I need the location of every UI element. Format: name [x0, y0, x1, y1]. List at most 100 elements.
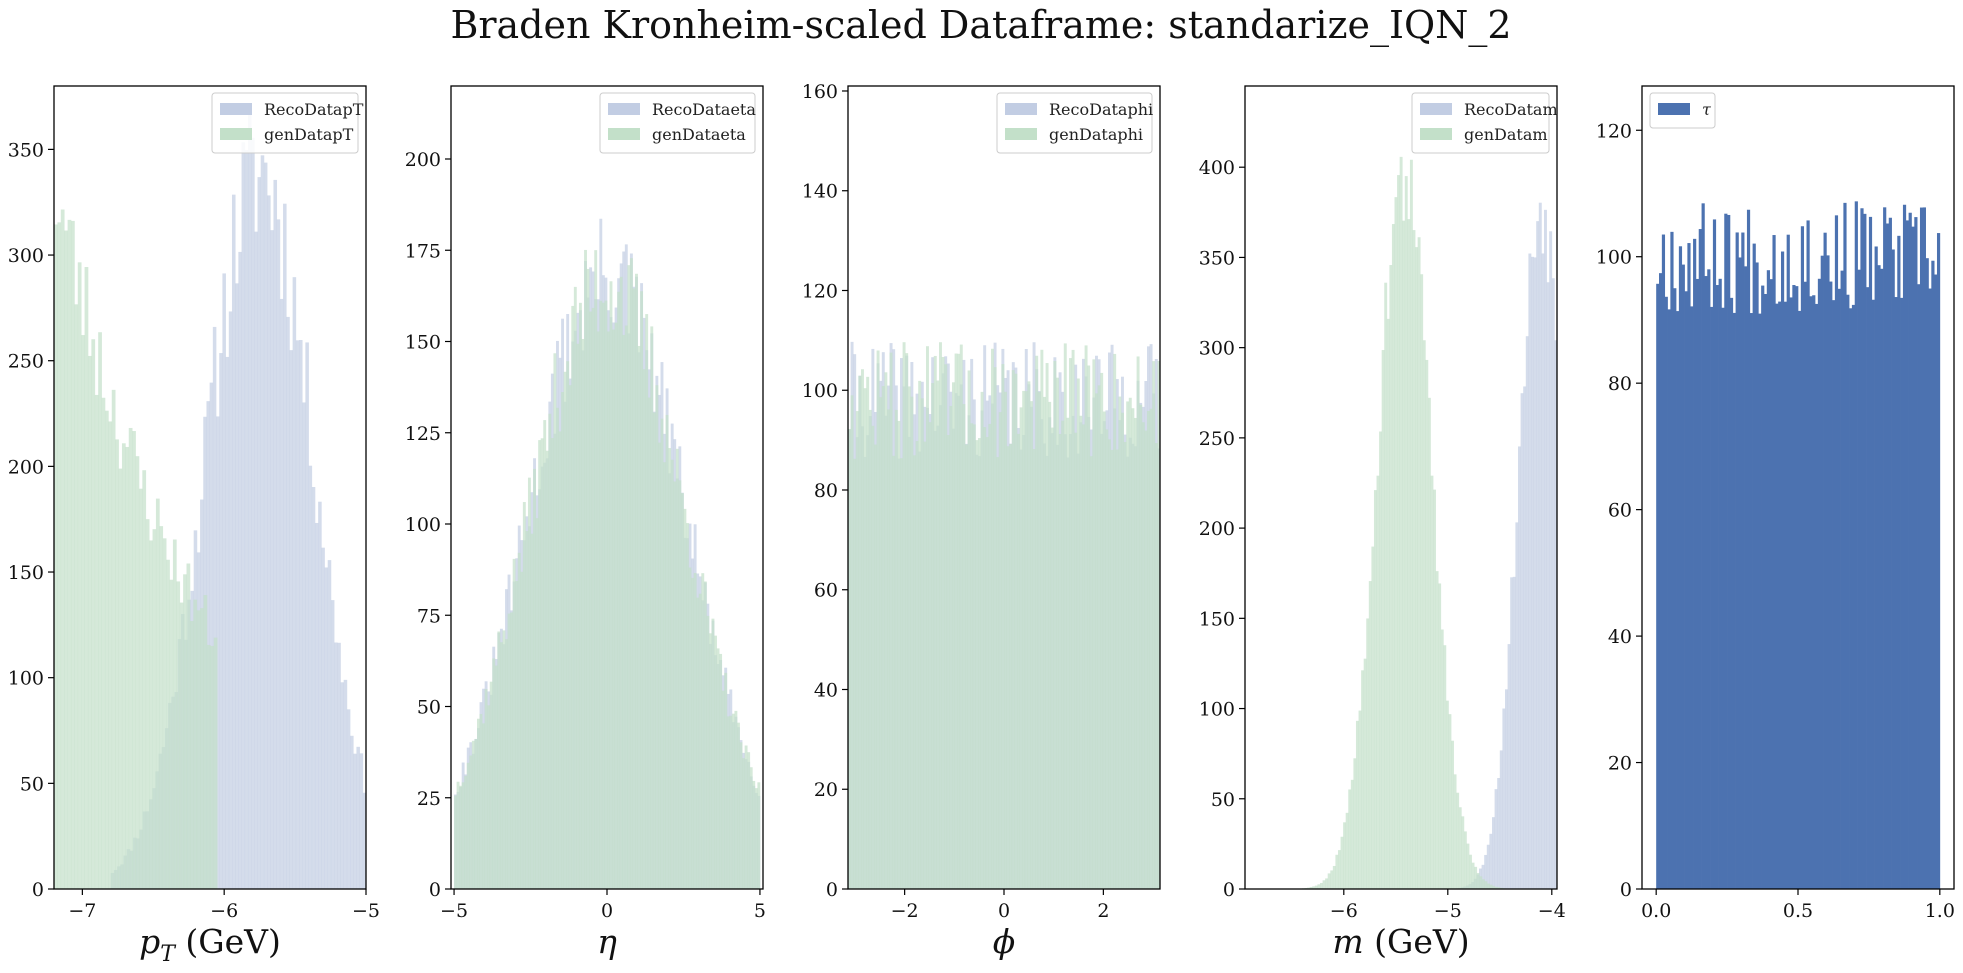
bar: [1544, 209, 1547, 889]
bar: [474, 739, 478, 889]
bar: [726, 716, 730, 889]
bar: [589, 311, 593, 889]
bar: [64, 230, 68, 889]
bar: [1911, 226, 1915, 889]
bar: [1758, 313, 1762, 889]
bar: [538, 440, 542, 889]
bar: [894, 409, 898, 889]
bar: [591, 307, 595, 889]
bar: [1379, 431, 1383, 889]
legend-swatch: [1658, 103, 1690, 115]
bar: [965, 444, 968, 889]
bar: [1074, 432, 1078, 889]
bar: [1389, 265, 1393, 889]
bar: [1409, 159, 1413, 889]
bar: [706, 615, 710, 889]
bar: [471, 740, 475, 889]
bar: [210, 645, 215, 889]
bar: [499, 642, 503, 889]
legend-swatch: [608, 103, 640, 115]
y-tick-label: 150: [1199, 608, 1235, 630]
bar: [1448, 714, 1452, 889]
bar: [1866, 287, 1870, 889]
x-tick-label: −4: [1538, 900, 1566, 922]
bar: [254, 231, 258, 889]
bar: [949, 405, 953, 889]
bar: [614, 322, 618, 889]
y-tick-label: 60: [814, 580, 838, 602]
bar: [77, 262, 82, 889]
bar: [1017, 433, 1020, 889]
bar: [1746, 209, 1751, 889]
legend-label: genDataeta: [652, 125, 746, 144]
bar: [629, 258, 633, 889]
bar: [933, 355, 937, 889]
bar: [57, 222, 62, 889]
bar: [1536, 221, 1540, 889]
bar: [688, 567, 692, 889]
legend-swatch: [1420, 128, 1452, 140]
bar: [1744, 266, 1748, 889]
panel-3: 0 20 40 60 80 100 120 140 160 −2 0 2 ϕ RecoDataphi gen…: [802, 81, 1161, 961]
bar: [1445, 700, 1449, 889]
bar: [270, 230, 274, 889]
bar: [1905, 220, 1909, 889]
bar: [1710, 306, 1714, 889]
bar: [1024, 391, 1028, 889]
bar: [1538, 202, 1542, 889]
legend-swatch: [220, 103, 252, 115]
bar: [571, 305, 575, 889]
bar: [871, 425, 875, 889]
bar: [868, 409, 872, 889]
bar: [1507, 644, 1511, 889]
bar: [60, 209, 65, 889]
bar: [627, 265, 631, 889]
bar: [1118, 396, 1122, 889]
bar: [931, 383, 935, 889]
bar: [596, 331, 600, 889]
series-2: [454, 249, 761, 889]
legend-label: genDataphi: [1049, 125, 1143, 144]
bar: [1484, 881, 1488, 889]
bar: [145, 519, 150, 889]
bar: [1471, 862, 1475, 889]
bar: [510, 612, 514, 889]
bar: [550, 437, 554, 889]
bar: [563, 371, 567, 889]
y-tick-label: 20: [1608, 753, 1632, 775]
bar: [652, 412, 656, 889]
bar: [1846, 294, 1850, 889]
bar: [1149, 408, 1153, 889]
bar: [855, 411, 859, 889]
bar: [1763, 293, 1768, 889]
bar: [1079, 415, 1083, 889]
bar: [1877, 265, 1881, 889]
bar: [1829, 281, 1833, 889]
bar: [1063, 343, 1067, 889]
bar: [1097, 385, 1101, 889]
bar: [1809, 296, 1813, 889]
bar: [714, 635, 717, 889]
x-axis-label: m (GeV): [1332, 922, 1469, 961]
bar: [954, 353, 958, 889]
bar: [1123, 441, 1127, 889]
bar: [209, 382, 214, 889]
bar: [693, 572, 697, 889]
legend-label: genDatapT: [264, 125, 354, 144]
bar: [991, 348, 994, 889]
bar: [1095, 393, 1098, 889]
bar: [327, 560, 332, 889]
bar: [744, 745, 748, 889]
bar: [673, 481, 677, 889]
y-tick-label: 100: [8, 668, 44, 690]
bar: [1433, 489, 1436, 889]
bar: [489, 681, 493, 889]
bar: [219, 353, 223, 889]
bar: [1108, 439, 1111, 889]
bar: [553, 353, 557, 889]
bar: [1928, 288, 1932, 889]
bar: [196, 610, 201, 889]
bar: [972, 424, 976, 889]
bar: [941, 356, 945, 889]
bar: [724, 672, 728, 889]
